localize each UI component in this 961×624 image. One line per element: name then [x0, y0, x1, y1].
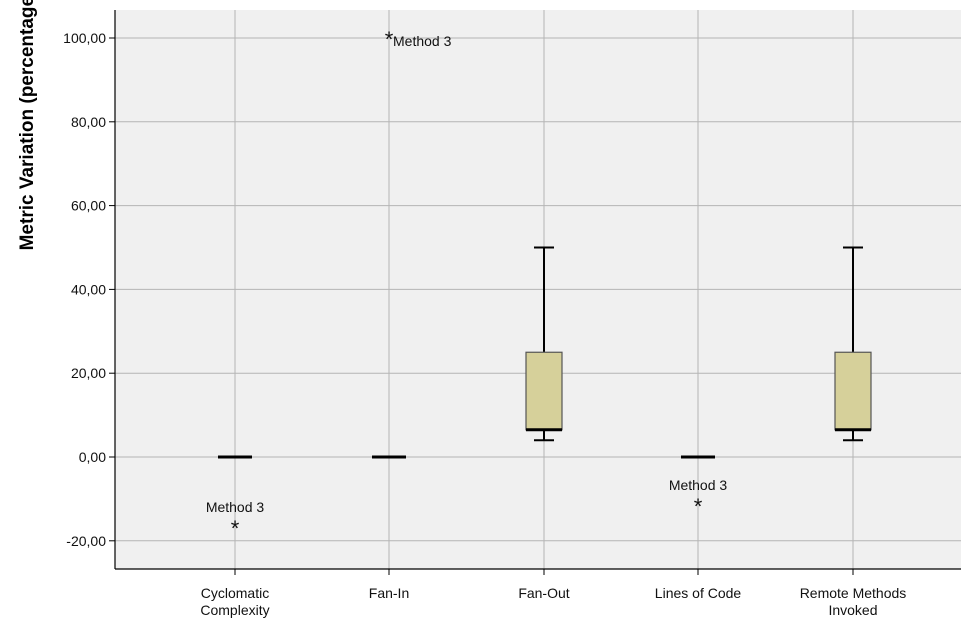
y-tick-label: 0,00	[79, 449, 106, 465]
x-tick-label: Fan-Out	[518, 585, 569, 601]
y-axis: -20,00 0,00 20,00 40,00 60,00 80,00 100,00	[63, 10, 116, 569]
y-tick-label: -20,00	[66, 533, 106, 549]
box-4	[834, 246, 872, 442]
x-tick-label: Fan-In	[369, 585, 409, 601]
x-tick-label: Complexity	[200, 602, 269, 618]
outlier-marker: *	[694, 494, 703, 519]
outlier-label: Method 3	[206, 499, 265, 515]
y-axis-label: Metric Variation (percentage)	[17, 0, 38, 251]
box-2	[525, 246, 563, 442]
outlier-label: Method 3	[669, 477, 728, 493]
box-body	[834, 351, 872, 431]
box-body	[525, 351, 563, 431]
y-tick-label: 20,00	[71, 365, 106, 381]
x-tick-label: Remote Methods	[800, 585, 907, 601]
outlier-marker: *	[385, 27, 394, 52]
y-tick-label: 80,00	[71, 114, 106, 130]
boxes	[218, 246, 872, 459]
y-tick-label: 40,00	[71, 281, 106, 297]
y-tick-label: 60,00	[71, 198, 106, 214]
outlier-label: Method 3	[393, 33, 452, 49]
x-tick-label: Cyclomatic	[201, 585, 269, 601]
outlier-marker: *	[231, 516, 240, 541]
x-tick-label: Invoked	[828, 602, 877, 618]
y-tick-label: 100,00	[63, 30, 106, 46]
outliers: *Method 3* Method 3*Method 3	[206, 27, 728, 541]
x-tick-label: Lines of Code	[655, 585, 742, 601]
